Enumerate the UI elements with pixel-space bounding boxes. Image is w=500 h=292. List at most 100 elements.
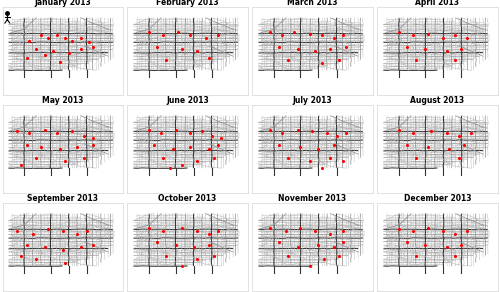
Bar [483, 35, 489, 41]
Bar [41, 35, 53, 41]
Bar [70, 152, 80, 158]
Bar [456, 144, 464, 149]
Point [145, 225, 153, 230]
Bar [142, 55, 152, 60]
Point [214, 229, 222, 233]
Bar [214, 222, 224, 226]
Point [296, 145, 304, 150]
Bar [471, 231, 480, 236]
Bar [464, 124, 473, 128]
Bar [194, 133, 205, 138]
Bar [154, 144, 164, 149]
Bar [166, 123, 173, 126]
Bar [12, 231, 24, 236]
Bar [152, 124, 161, 128]
Point [314, 243, 322, 247]
Bar [351, 224, 358, 227]
Point [284, 253, 292, 258]
Point [80, 133, 88, 138]
Bar [65, 124, 77, 128]
Bar [137, 240, 149, 247]
Point [338, 33, 346, 38]
Point [410, 131, 418, 135]
Bar [12, 35, 24, 41]
Bar [29, 241, 38, 247]
Point [410, 229, 418, 233]
Point [178, 47, 186, 52]
Point [266, 127, 274, 132]
Point [61, 36, 69, 40]
Point [145, 29, 153, 34]
Bar [444, 46, 453, 51]
Bar [276, 231, 286, 236]
Bar [292, 152, 302, 158]
Point [80, 155, 88, 160]
Bar [262, 142, 274, 149]
Bar [276, 27, 286, 30]
Bar [279, 144, 288, 149]
Bar [178, 224, 188, 227]
Point [193, 229, 201, 233]
Point [64, 51, 72, 55]
Point [428, 129, 436, 134]
Bar [428, 240, 440, 247]
Bar [387, 240, 399, 247]
Bar [262, 231, 274, 236]
Bar [53, 142, 65, 149]
Bar [202, 28, 209, 32]
Bar [206, 144, 214, 149]
Point [338, 159, 346, 164]
Bar [178, 126, 188, 130]
Point [16, 162, 24, 167]
Point [37, 145, 45, 150]
Point [306, 31, 314, 36]
Point [335, 58, 343, 62]
Point [52, 131, 60, 135]
Bar [53, 240, 65, 247]
Point [318, 61, 326, 66]
Point [88, 44, 96, 49]
Bar [206, 46, 214, 51]
Point [455, 155, 463, 160]
Point [154, 44, 162, 49]
Point [452, 33, 460, 38]
Bar [306, 35, 316, 41]
Bar [291, 25, 298, 28]
Point [314, 147, 322, 151]
Bar [428, 44, 440, 51]
Point [452, 253, 460, 258]
Point [169, 147, 177, 151]
Bar [221, 231, 231, 236]
Point [205, 231, 213, 236]
Bar [178, 240, 190, 247]
Point [210, 253, 218, 258]
Bar [218, 144, 227, 149]
Bar [332, 144, 339, 149]
Point [174, 29, 182, 34]
Bar [342, 144, 352, 149]
Bar [267, 250, 276, 256]
Point [186, 131, 194, 135]
Bar [292, 241, 298, 247]
Bar [56, 250, 66, 256]
Bar [137, 231, 149, 236]
Bar [17, 250, 26, 256]
Point [467, 131, 475, 135]
Point [22, 56, 30, 60]
Point [294, 127, 302, 132]
Bar [214, 27, 224, 30]
Bar [320, 55, 330, 60]
Bar [456, 250, 465, 256]
Bar [262, 35, 274, 41]
Bar [267, 55, 276, 60]
Bar [262, 126, 274, 130]
Bar [351, 126, 358, 130]
Bar [428, 28, 438, 32]
Bar [166, 35, 178, 41]
Bar [334, 231, 342, 236]
Bar [84, 133, 92, 138]
Bar [417, 55, 426, 60]
Point [335, 253, 343, 258]
Point [278, 33, 286, 38]
Point [32, 155, 40, 160]
